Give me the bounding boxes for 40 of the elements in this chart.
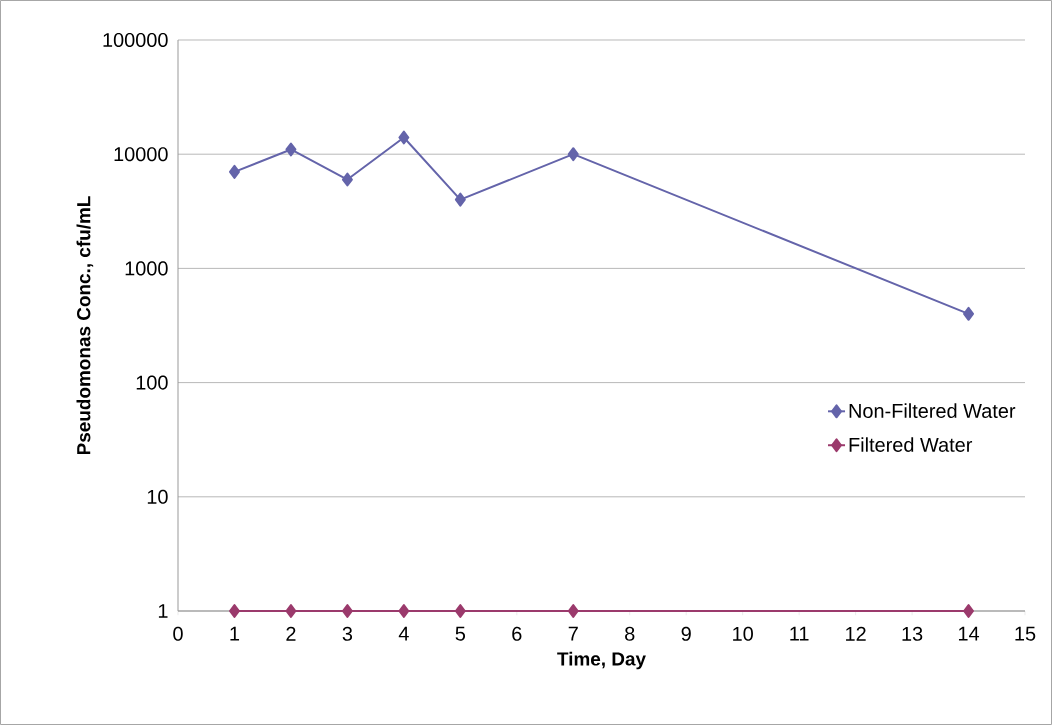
x-tick-label: 11 bbox=[790, 626, 809, 641]
point bbox=[341, 172, 353, 187]
point bbox=[398, 604, 410, 618]
x-tick-label: 5 bbox=[455, 626, 466, 641]
point bbox=[963, 604, 975, 618]
point bbox=[567, 147, 579, 162]
x-tick-label: 3 bbox=[342, 626, 353, 641]
x-tick-label: 0 bbox=[173, 626, 183, 641]
y-tick-label: 1000 bbox=[125, 261, 168, 276]
point bbox=[228, 604, 240, 618]
x-tick-label: 4 bbox=[398, 626, 409, 641]
y-axis-title: Pseudomonas Conc., cfu/mL bbox=[76, 196, 94, 455]
y-tick-label: 100000 bbox=[103, 32, 168, 48]
point bbox=[963, 306, 975, 321]
point bbox=[285, 142, 297, 157]
point bbox=[228, 164, 240, 179]
x-tick-label: 7 bbox=[568, 626, 578, 641]
point bbox=[454, 604, 466, 618]
point bbox=[567, 604, 579, 618]
x-tick-label: 14 bbox=[958, 626, 980, 641]
x-tick-label: 15 bbox=[1015, 626, 1036, 641]
y-tick-label: 1 bbox=[158, 604, 168, 618]
x-tick-label: 6 bbox=[512, 626, 522, 641]
x-tick-label: 9 bbox=[681, 626, 691, 641]
x-tick-label: 12 bbox=[846, 626, 866, 641]
y-tick-label: 100 bbox=[136, 375, 168, 390]
x-axis-title: Time, Day bbox=[557, 651, 646, 670]
x-tick-label: 2 bbox=[286, 626, 296, 641]
x-tick-label: 8 bbox=[625, 626, 635, 641]
point bbox=[341, 604, 353, 618]
x-tick-label: 10 bbox=[733, 626, 753, 641]
legend-label: Filtered Water bbox=[849, 437, 973, 452]
point bbox=[398, 130, 410, 145]
x-tick-label: 1 bbox=[230, 626, 240, 641]
y-tick-label: 10000 bbox=[114, 147, 168, 162]
x-tick-label: 13 bbox=[902, 626, 923, 641]
legend-label: Non-Filtered Water bbox=[849, 403, 1016, 418]
y-tick-label: 10 bbox=[147, 489, 168, 504]
point bbox=[285, 604, 297, 618]
point bbox=[454, 192, 466, 207]
